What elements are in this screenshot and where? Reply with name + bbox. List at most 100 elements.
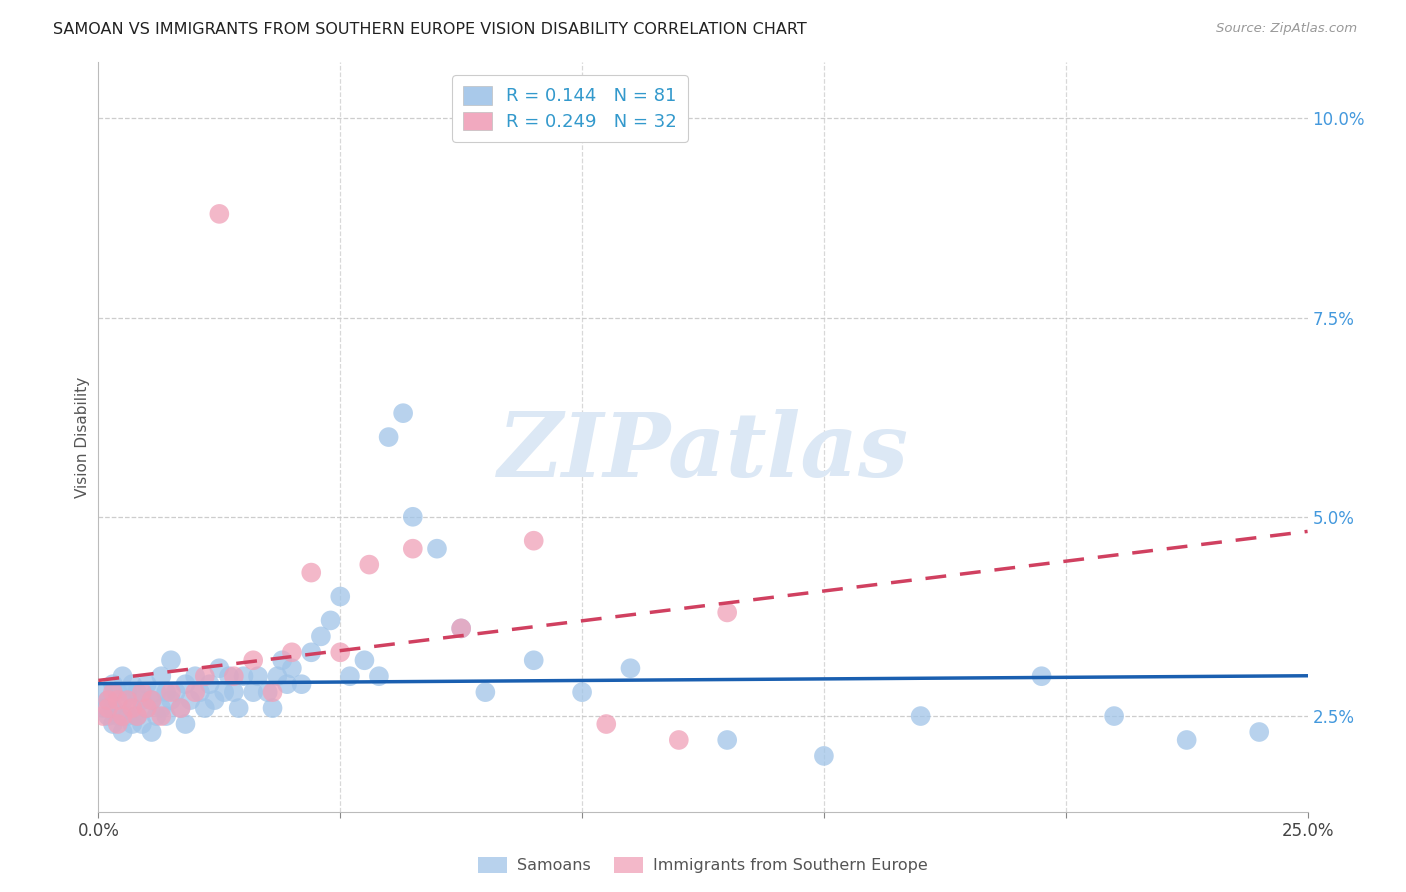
Point [91, 709, 114, 723]
Point [184, 669, 207, 683]
Point [188, 685, 211, 699]
Point [281, 645, 304, 659]
Point [716, 606, 738, 620]
Point [668, 733, 690, 747]
Point [910, 709, 932, 723]
Point [127, 685, 149, 699]
Point [174, 717, 197, 731]
Point [281, 661, 304, 675]
Point [135, 701, 157, 715]
Point [290, 677, 312, 691]
Point [160, 685, 183, 699]
Point [450, 621, 472, 635]
Point [121, 701, 143, 715]
Point [450, 621, 472, 635]
Point [392, 406, 415, 420]
Point [141, 693, 163, 707]
Point [319, 614, 342, 628]
Point [247, 669, 270, 683]
Point [97, 709, 120, 723]
Point [368, 669, 391, 683]
Point [150, 709, 173, 723]
Point [117, 693, 139, 707]
Point [160, 693, 183, 707]
Point [169, 701, 191, 715]
Point [426, 541, 449, 556]
Point [121, 717, 143, 731]
Point [101, 701, 124, 715]
Point [97, 701, 120, 715]
Point [121, 701, 143, 715]
Point [107, 717, 129, 731]
Point [135, 701, 157, 715]
Point [271, 653, 294, 667]
Point [107, 693, 129, 707]
Point [208, 207, 231, 221]
Point [523, 533, 546, 548]
Point [619, 661, 641, 675]
Point [169, 701, 191, 715]
Point [262, 701, 284, 715]
Point [101, 685, 124, 699]
Point [299, 566, 322, 580]
Point [377, 430, 399, 444]
Point [145, 685, 167, 699]
Point [1102, 709, 1125, 723]
Point [276, 677, 298, 691]
Point [194, 701, 217, 715]
Point [222, 685, 245, 699]
Point [218, 669, 240, 683]
Point [165, 685, 187, 699]
Point [1031, 669, 1053, 683]
Point [97, 693, 120, 707]
Point [299, 645, 322, 659]
Point [179, 693, 201, 707]
Point [184, 685, 207, 699]
Point [155, 685, 177, 699]
Legend: Samoans, Immigrants from Southern Europe: Samoans, Immigrants from Southern Europe [472, 850, 934, 880]
Point [242, 685, 264, 699]
Point [353, 653, 375, 667]
Point [1249, 725, 1271, 739]
Point [266, 669, 288, 683]
Point [91, 701, 114, 715]
Point [141, 693, 163, 707]
Point [198, 677, 221, 691]
Text: ZIPatlas: ZIPatlas [498, 409, 908, 495]
Point [145, 709, 167, 723]
Point [131, 717, 153, 731]
Point [135, 677, 157, 691]
Point [232, 669, 254, 683]
Point [402, 541, 425, 556]
Point [194, 669, 217, 683]
Point [204, 693, 226, 707]
Point [1175, 733, 1198, 747]
Point [131, 693, 153, 707]
Point [174, 677, 197, 691]
Point [716, 733, 738, 747]
Legend: R = 0.144   N = 81, R = 0.249   N = 32: R = 0.144 N = 81, R = 0.249 N = 32 [453, 75, 688, 142]
Point [359, 558, 381, 572]
Text: SAMOAN VS IMMIGRANTS FROM SOUTHERN EUROPE VISION DISABILITY CORRELATION CHART: SAMOAN VS IMMIGRANTS FROM SOUTHERN EUROP… [53, 22, 807, 37]
Point [121, 677, 143, 691]
Point [212, 685, 235, 699]
Point [160, 653, 183, 667]
Point [329, 645, 352, 659]
Point [242, 653, 264, 667]
Point [150, 701, 173, 715]
Text: Source: ZipAtlas.com: Source: ZipAtlas.com [1216, 22, 1357, 36]
Point [131, 685, 153, 699]
Point [813, 748, 835, 763]
Point [256, 685, 278, 699]
Point [97, 693, 120, 707]
Point [127, 709, 149, 723]
Point [402, 509, 425, 524]
Point [117, 709, 139, 723]
Point [309, 629, 332, 643]
Point [523, 653, 546, 667]
Point [101, 677, 124, 691]
Point [474, 685, 496, 699]
Point [111, 693, 134, 707]
Point [107, 709, 129, 723]
Point [117, 685, 139, 699]
